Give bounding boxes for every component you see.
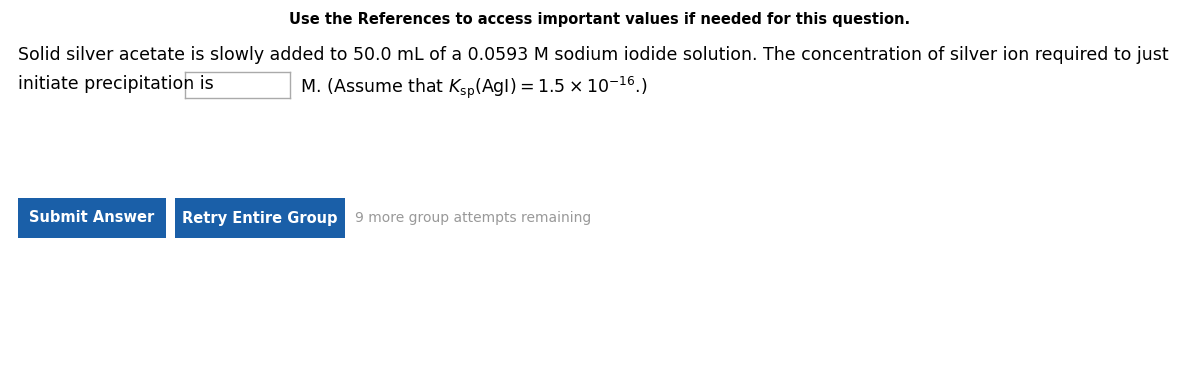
Text: M. (Assume that $\mathit{K}_{\mathrm{sp}}(\mathrm{AgI}) = 1.5 \times 10^{-16}$.): M. (Assume that $\mathit{K}_{\mathrm{sp}…	[295, 75, 647, 101]
Text: initiate precipitation is: initiate precipitation is	[18, 75, 220, 93]
Text: Submit Answer: Submit Answer	[29, 211, 155, 226]
Text: Retry Entire Group: Retry Entire Group	[182, 211, 337, 226]
Text: Use the References to access important values if needed for this question.: Use the References to access important v…	[289, 12, 911, 27]
Text: Solid silver acetate is slowly added to 50.0 mL of a 0.0593 M sodium iodide solu: Solid silver acetate is slowly added to …	[18, 46, 1169, 64]
Text: 9 more group attempts remaining: 9 more group attempts remaining	[355, 211, 592, 225]
